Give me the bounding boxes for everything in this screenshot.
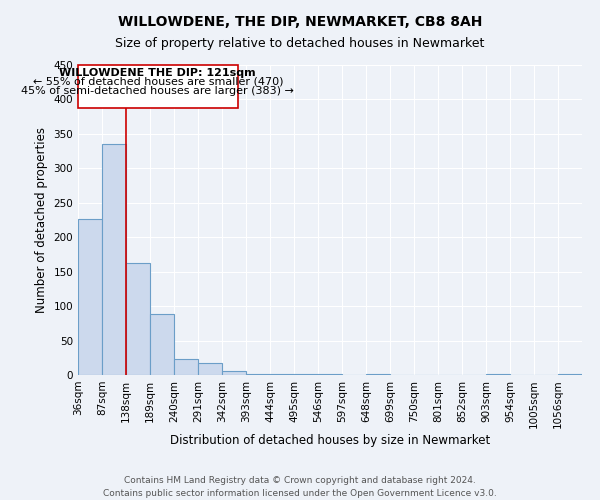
- Bar: [294, 374, 318, 375]
- Bar: [198, 362, 222, 375]
- Bar: [246, 374, 270, 375]
- Y-axis label: Number of detached properties: Number of detached properties: [35, 127, 48, 313]
- Bar: [318, 374, 342, 375]
- Text: WILLOWDENE THE DIP: 121sqm: WILLOWDENE THE DIP: 121sqm: [59, 68, 256, 78]
- Text: Contains HM Land Registry data © Crown copyright and database right 2024.
Contai: Contains HM Land Registry data © Crown c…: [103, 476, 497, 498]
- Bar: [366, 374, 390, 375]
- Bar: [222, 371, 246, 375]
- Bar: [174, 359, 198, 375]
- Bar: [270, 374, 294, 375]
- Bar: [486, 374, 510, 375]
- Bar: [78, 220, 102, 375]
- Bar: [78, 65, 238, 108]
- Bar: [558, 374, 582, 375]
- Bar: [126, 262, 150, 375]
- Text: Size of property relative to detached houses in Newmarket: Size of property relative to detached ho…: [115, 38, 485, 51]
- X-axis label: Distribution of detached houses by size in Newmarket: Distribution of detached houses by size …: [170, 434, 490, 447]
- Bar: [102, 144, 126, 375]
- Text: 45% of semi-detached houses are larger (383) →: 45% of semi-detached houses are larger (…: [22, 86, 294, 96]
- Text: WILLOWDENE, THE DIP, NEWMARKET, CB8 8AH: WILLOWDENE, THE DIP, NEWMARKET, CB8 8AH: [118, 15, 482, 29]
- Text: ← 55% of detached houses are smaller (470): ← 55% of detached houses are smaller (47…: [32, 76, 283, 86]
- Bar: [150, 314, 174, 375]
